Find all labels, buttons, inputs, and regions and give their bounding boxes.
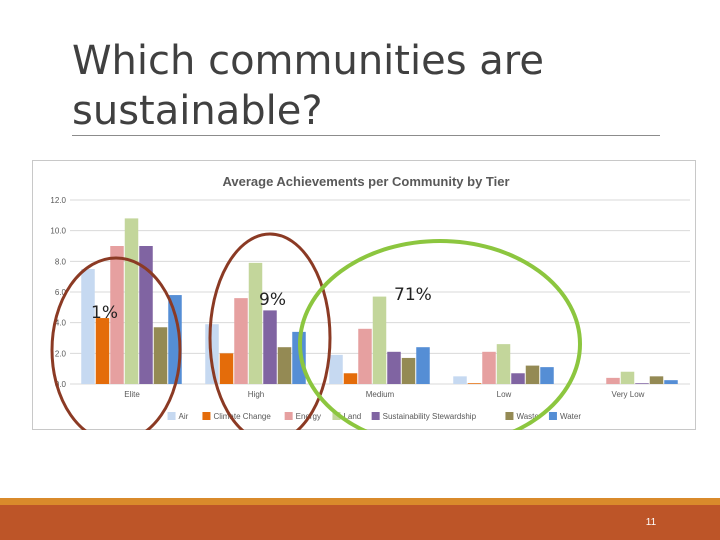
legend-label: Land: [343, 412, 361, 421]
footer-bar: [0, 505, 720, 540]
bar-elite-energy: [110, 246, 124, 384]
bar-high-sustainability-stewardship: [263, 310, 277, 384]
slide-title-line-2: sustainable?: [72, 88, 323, 134]
high-highlight-circle: [208, 232, 332, 430]
legend-swatch: [371, 412, 380, 420]
x-tick-label: Medium: [366, 390, 395, 399]
bar-low-land: [496, 344, 511, 384]
bar-high-land: [248, 262, 263, 384]
legend-label: Air: [179, 412, 189, 421]
bar-very-low-land: [620, 371, 635, 384]
legend-label: Sustainability Stewardship: [383, 412, 477, 421]
bar-low-sustainability-stewardship: [511, 373, 525, 384]
bar-high-water: [292, 331, 306, 384]
bar-elite-air: [81, 269, 95, 384]
y-tick-label: 4.0: [55, 319, 67, 328]
legend-swatch: [167, 412, 176, 420]
legend: Air Climate Change Energy Land Sustainabilit…: [167, 412, 581, 421]
y-tick-label: 10.0: [50, 227, 66, 236]
legend-label: Climate Change: [213, 412, 271, 421]
bar-very-low-water: [664, 380, 678, 384]
y-tick-label: 6.0: [55, 288, 67, 297]
legend-swatch: [202, 412, 211, 420]
bar-chart: Average Achievements per Community by Ti…: [50, 174, 690, 430]
y-tick-label: 8.0: [55, 257, 67, 266]
footer-accent-line: [0, 498, 720, 505]
bar-medium-sustainability-stewardship: [387, 351, 401, 384]
bar-medium-waste: [401, 357, 416, 384]
bar-low-air: [453, 376, 467, 384]
x-tick-label: Very Low: [612, 390, 645, 399]
x-axis-ticks: Elite High Medium Low Very Low: [124, 390, 644, 399]
slide-title: Which communities are sustainable?: [72, 36, 672, 136]
x-tick-label: Low: [497, 390, 512, 399]
x-tick-label: High: [248, 390, 264, 399]
bar-low-waste: [525, 365, 540, 384]
bar-very-low-energy: [606, 377, 620, 384]
bar-high-climate-change: [219, 353, 234, 384]
bar-high-energy: [234, 298, 248, 384]
bar-low-water: [540, 367, 554, 384]
bar-very-low-sustainability-stewardship: [635, 383, 649, 384]
elite-percent-label: 1%: [91, 303, 118, 323]
legend-swatch: [332, 412, 341, 420]
legend-label: Water: [560, 412, 581, 421]
bar-low-climate-change: [467, 383, 482, 384]
bar-elite-climate-change: [95, 318, 110, 384]
y-tick-label: 0.0: [55, 380, 67, 389]
legend-swatch: [548, 412, 557, 420]
annotation-circles: [50, 232, 582, 430]
bar-medium-land: [372, 296, 387, 384]
bar-elite-waste: [153, 327, 168, 384]
bar-low-energy: [482, 351, 496, 384]
bar-medium-air: [329, 354, 343, 384]
bar-medium-climate-change: [343, 373, 358, 384]
bar-medium-energy: [358, 328, 372, 384]
title-divider: [72, 135, 660, 136]
x-tick-label: Elite: [124, 390, 140, 399]
y-tick-label: 12.0: [50, 196, 66, 205]
legend-label: Waste: [516, 412, 539, 421]
elite-highlight-circle: [50, 256, 182, 430]
legend-swatch: [505, 412, 514, 420]
high-percent-label: 9%: [259, 290, 286, 310]
slide-title-line-1: Which communities are: [72, 38, 544, 84]
page-number: 11: [645, 517, 657, 528]
bar-elite-sustainability-stewardship: [139, 246, 153, 384]
y-axis-ticks: 0.0 2.0 4.0 6.0 8.0 10.0 12.0: [50, 196, 66, 389]
bar-elite-land: [124, 218, 139, 384]
bar-very-low-waste: [649, 376, 664, 384]
bar-medium-water: [416, 347, 430, 384]
legend-swatch: [284, 412, 293, 420]
bars: [81, 218, 678, 384]
medium-low-percent-label: 71%: [394, 285, 432, 305]
y-tick-label: 2.0: [55, 349, 67, 358]
chart-title: Average Achievements per Community by Ti…: [222, 174, 509, 189]
medium-low-highlight-circle: [298, 239, 582, 430]
bar-high-waste: [277, 347, 292, 384]
